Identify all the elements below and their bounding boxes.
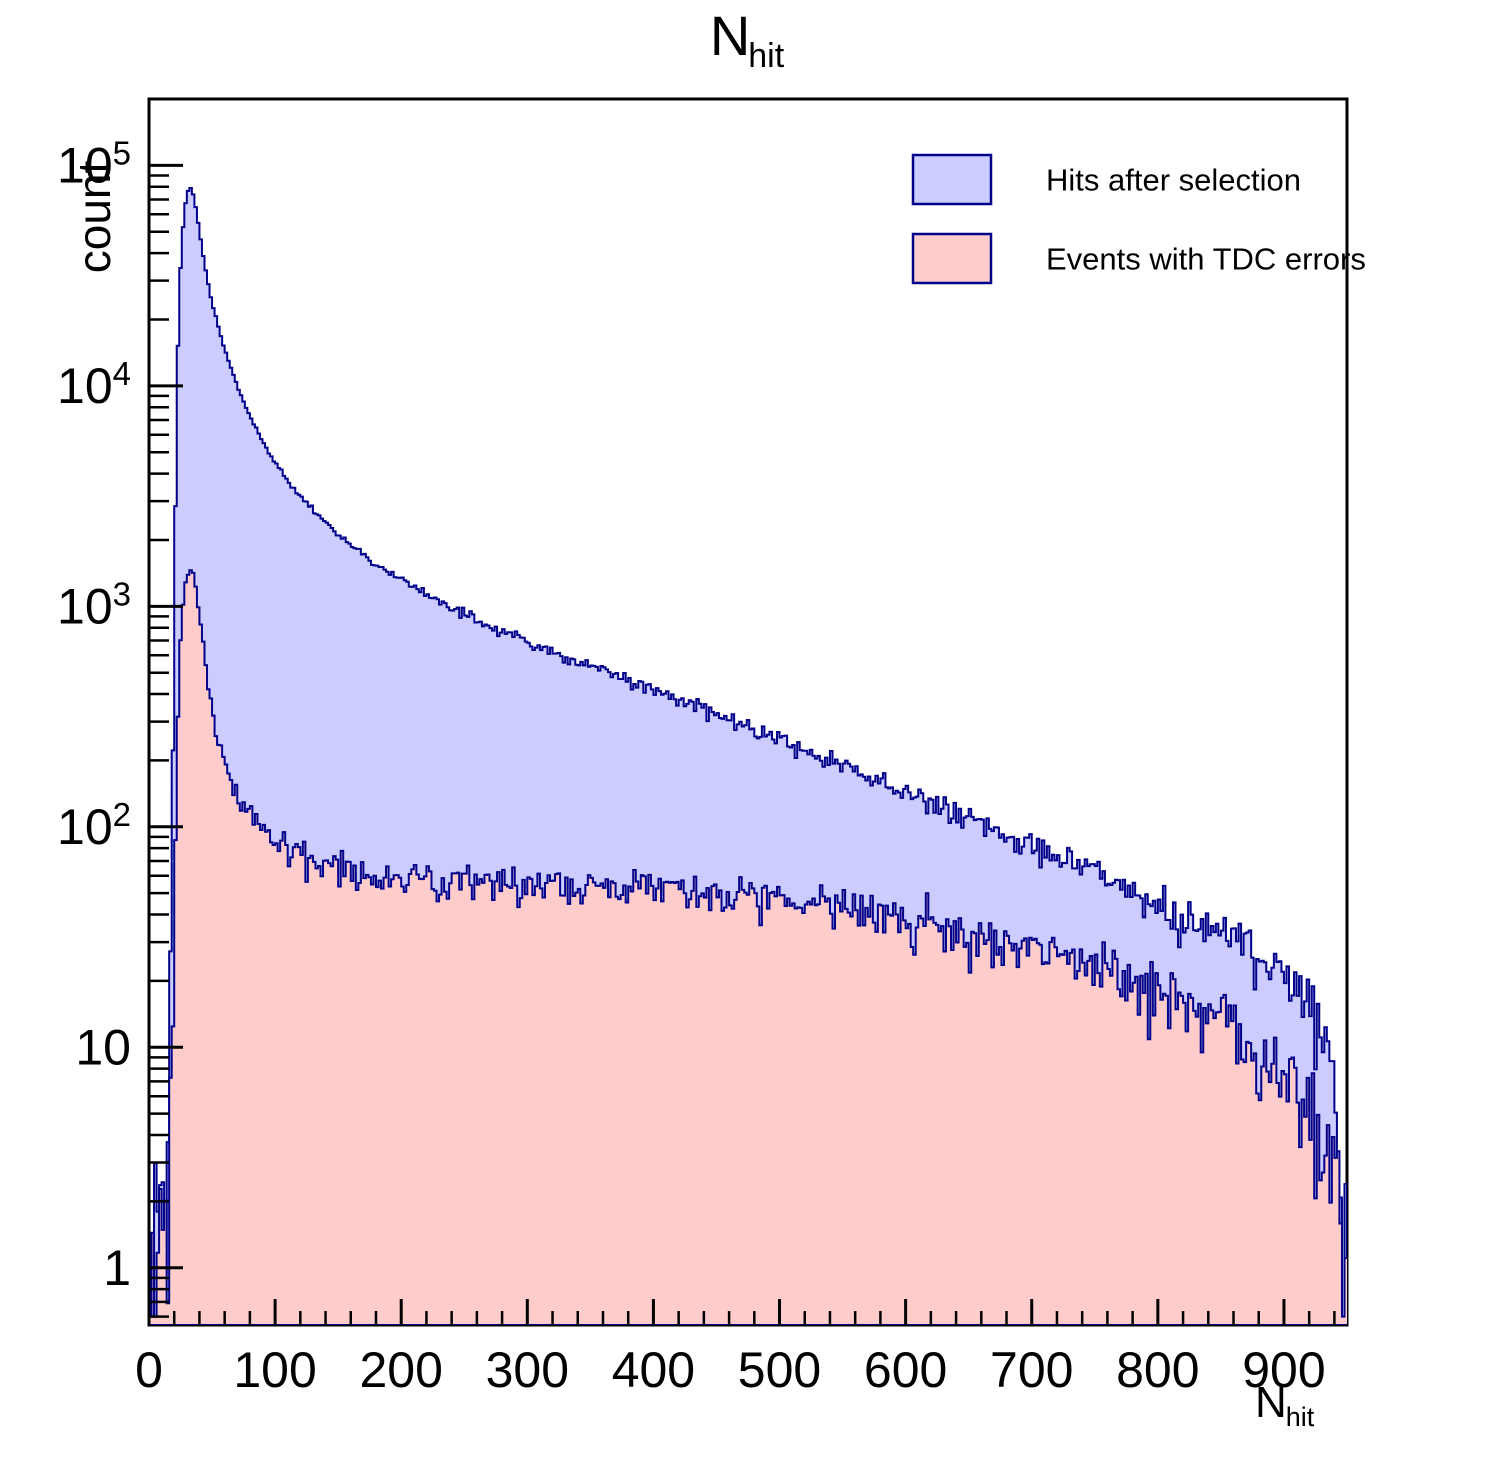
y-tick-label: 1 [103,1240,131,1296]
legend-label-0: Hits after selection [1046,163,1301,198]
x-tick-label: 900 [1242,1342,1325,1398]
x-tick-label: 300 [486,1342,569,1398]
title-base: N [709,4,751,67]
x-axis-title-base: N [1255,1378,1287,1427]
x-tick-label: 800 [1116,1342,1199,1398]
x-tick-label: 600 [864,1342,947,1398]
x-axis-title: Nhit [1255,1378,1315,1432]
y-tick-label: 105 [57,134,131,194]
x-tick-label: 400 [612,1342,695,1398]
title-subscript: hit [748,37,785,75]
x-tick-label: 200 [359,1342,442,1398]
legend-label-1: Events with TDC errors [1046,242,1366,277]
series-area-events-with-tdc-errors [149,569,1347,1325]
chart-legend[interactable]: Hits after selection Events with TDC erro… [911,153,1366,285]
y-tick-label: 103 [57,575,131,635]
series-layer [149,187,1347,1325]
y-tick-label: 104 [57,354,131,414]
x-tick-label: 100 [233,1342,316,1398]
axis-ticks [147,97,1336,1325]
x-tick-label: 700 [990,1342,1073,1398]
x-tick-label: 0 [135,1342,163,1398]
page-title: Nhit [0,8,1496,74]
x-tick-label: 500 [738,1342,821,1398]
axis-tick-labels: 1 10 102 103 104 105 0 100 200 300 400 500 600 700 800… [57,134,1326,1398]
y-tick-label: 102 [57,795,131,855]
legend-swatch-1[interactable] [911,232,993,285]
y-tick-label: 10 [75,1019,131,1075]
legend-swatch-0[interactable] [911,153,993,206]
x-axis-title-subscript: hit [1285,1402,1315,1432]
